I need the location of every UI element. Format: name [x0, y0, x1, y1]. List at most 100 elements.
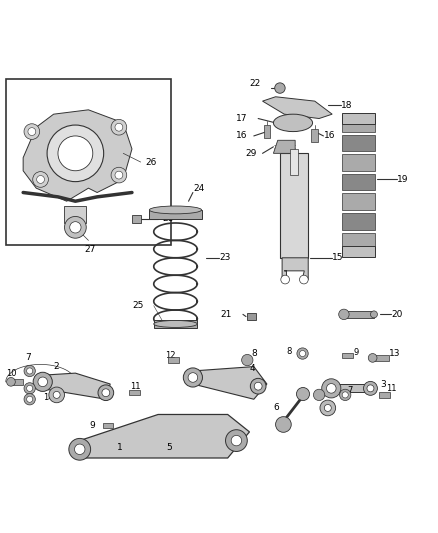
Text: 11: 11: [130, 382, 140, 391]
Bar: [379, 392, 390, 398]
Circle shape: [27, 396, 33, 402]
Text: 12: 12: [165, 351, 175, 360]
Bar: [342, 113, 374, 124]
Circle shape: [342, 392, 348, 398]
Polygon shape: [80, 415, 250, 458]
Circle shape: [242, 354, 253, 366]
Text: 13: 13: [389, 349, 400, 358]
Text: 4: 4: [250, 364, 255, 373]
Circle shape: [368, 353, 377, 362]
Text: 20: 20: [391, 310, 402, 319]
Text: 25: 25: [132, 301, 143, 310]
Text: 10: 10: [6, 369, 16, 377]
Circle shape: [24, 124, 40, 140]
Text: 15: 15: [332, 253, 344, 262]
Bar: [342, 213, 374, 230]
Polygon shape: [262, 97, 332, 118]
Bar: [168, 358, 179, 362]
Text: 19: 19: [397, 175, 409, 184]
Circle shape: [98, 385, 114, 400]
Bar: [342, 353, 353, 358]
Bar: [154, 320, 197, 328]
Text: 24: 24: [193, 184, 204, 192]
Bar: [311, 130, 318, 142]
Polygon shape: [193, 367, 267, 399]
Circle shape: [53, 391, 60, 398]
Circle shape: [7, 377, 15, 386]
Circle shape: [24, 365, 35, 377]
Bar: [343, 311, 374, 318]
Circle shape: [33, 172, 48, 187]
Polygon shape: [23, 110, 132, 201]
Circle shape: [70, 222, 81, 233]
Bar: [290, 149, 298, 175]
Circle shape: [49, 387, 64, 403]
Text: 7: 7: [321, 386, 327, 395]
Text: 7: 7: [25, 353, 31, 362]
Text: 18: 18: [341, 101, 352, 110]
Circle shape: [27, 368, 33, 374]
Circle shape: [184, 368, 202, 387]
Text: 27: 27: [84, 245, 95, 254]
Circle shape: [320, 400, 336, 416]
Text: 9: 9: [353, 348, 358, 357]
Circle shape: [254, 382, 262, 390]
Bar: [342, 174, 374, 190]
Circle shape: [297, 387, 310, 400]
Circle shape: [326, 384, 336, 393]
Text: 5: 5: [167, 442, 173, 451]
Polygon shape: [273, 140, 295, 154]
Text: 14: 14: [43, 393, 53, 401]
Circle shape: [38, 377, 47, 386]
Text: 14: 14: [321, 408, 332, 417]
Circle shape: [281, 275, 290, 284]
Polygon shape: [41, 373, 110, 399]
Circle shape: [111, 119, 127, 135]
Bar: [342, 193, 374, 210]
Bar: [280, 154, 308, 258]
Ellipse shape: [273, 114, 313, 132]
Bar: [102, 423, 113, 428]
Circle shape: [115, 171, 123, 179]
Text: 7: 7: [347, 386, 353, 395]
Bar: [342, 154, 374, 171]
Circle shape: [74, 444, 85, 455]
Ellipse shape: [149, 206, 201, 214]
Text: 23: 23: [219, 253, 230, 262]
Circle shape: [24, 393, 35, 405]
Circle shape: [367, 385, 374, 392]
Bar: [131, 215, 141, 223]
Circle shape: [231, 435, 242, 446]
Bar: [342, 232, 374, 249]
Bar: [129, 390, 140, 395]
Text: 11: 11: [387, 384, 397, 393]
Text: 16: 16: [323, 132, 335, 140]
Circle shape: [64, 216, 86, 238]
Circle shape: [226, 430, 247, 451]
Circle shape: [111, 167, 127, 183]
Text: 2: 2: [53, 362, 59, 371]
Bar: [64, 206, 86, 223]
Circle shape: [251, 378, 266, 394]
Bar: [330, 384, 369, 392]
Circle shape: [364, 382, 378, 395]
Text: 9: 9: [89, 421, 95, 430]
Circle shape: [47, 125, 104, 182]
Circle shape: [339, 309, 349, 320]
Text: 28: 28: [162, 214, 174, 223]
Bar: [10, 379, 23, 385]
Bar: [264, 125, 270, 138]
Circle shape: [24, 383, 35, 394]
Text: 3: 3: [380, 379, 386, 389]
Text: 1: 1: [117, 442, 123, 451]
Circle shape: [33, 372, 52, 391]
Bar: [342, 246, 374, 257]
Circle shape: [300, 275, 308, 284]
Circle shape: [37, 175, 45, 183]
Bar: [342, 115, 374, 132]
Circle shape: [314, 389, 325, 400]
Circle shape: [300, 351, 306, 357]
Text: 8: 8: [252, 349, 258, 358]
Text: 21: 21: [221, 310, 232, 319]
Bar: [247, 313, 256, 320]
